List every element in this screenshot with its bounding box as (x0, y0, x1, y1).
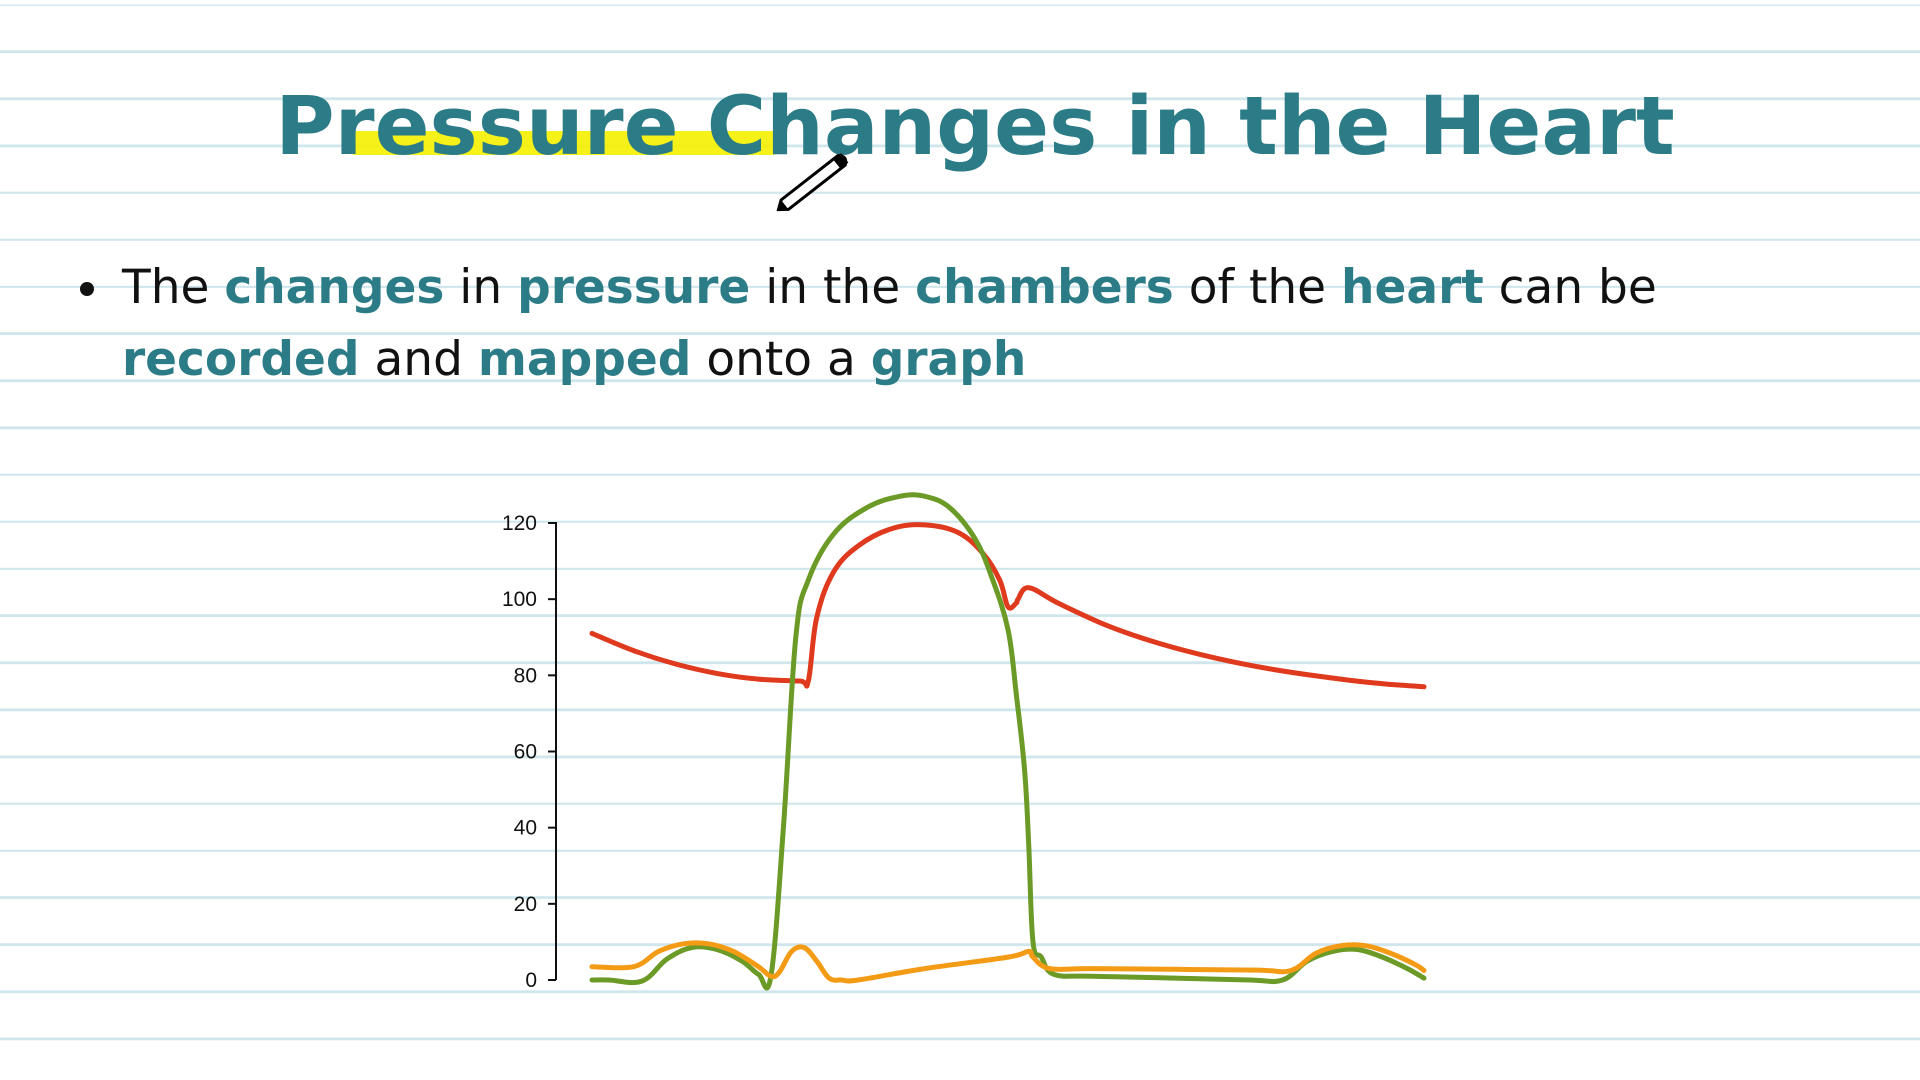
bullet-segment: can be (1483, 260, 1657, 315)
series-orange-line (589, 940, 1427, 984)
bullet-segment: in the (750, 260, 916, 315)
y-tick-label: 60 (514, 741, 537, 764)
keyword-pressure: pressure (517, 260, 751, 315)
y-tick-label: 120 (502, 512, 537, 535)
bullet-text: The changes in pressure in the chambers … (122, 252, 1802, 396)
series-red-line (589, 522, 1427, 690)
bullet-segment: onto a (691, 332, 871, 387)
page-title: Pressure Changes in the Heart (275, 80, 1675, 174)
y-tick-label: 0 (525, 969, 537, 992)
y-tick-label: 80 (514, 664, 537, 687)
y-tick-label: 20 (514, 893, 537, 916)
bullet-marker (80, 282, 94, 296)
bullet-segment: The (122, 260, 225, 315)
y-tick-label: 100 (502, 588, 537, 611)
bullet-segment: and (359, 332, 478, 387)
keyword-changes: changes (224, 260, 445, 315)
keyword-mapped: mapped (477, 332, 692, 387)
title-highlight (344, 131, 784, 155)
bullet-segment: of the (1173, 260, 1342, 315)
bullet-segment: in (444, 260, 518, 315)
series-green-line (589, 492, 1427, 991)
pen-cursor-icon (776, 153, 849, 212)
keyword-chambers: chambers (915, 260, 1174, 315)
keyword-recorded: recorded (122, 332, 360, 387)
keyword-heart: heart (1341, 260, 1484, 315)
y-tick-label: 40 (514, 817, 537, 840)
keyword-graph: graph (870, 332, 1027, 387)
